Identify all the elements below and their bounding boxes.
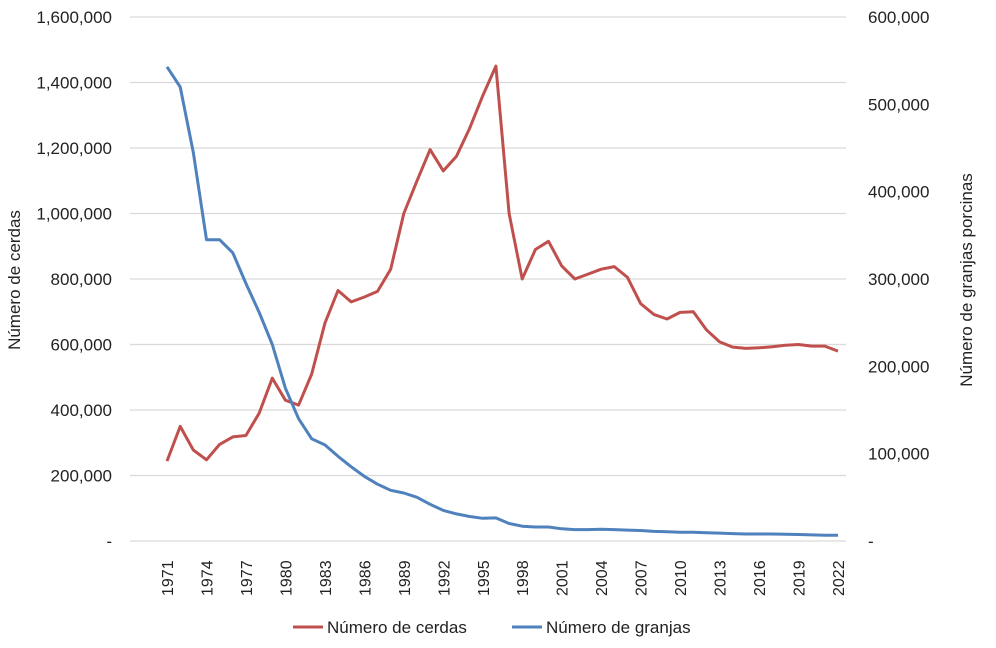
y2-tick-label: 100,000 (868, 445, 929, 464)
right-axis-label: Número de granjas porcinas (957, 173, 976, 387)
x-tick-label: 2001 (555, 560, 572, 596)
series-lines (165, 64, 839, 537)
x-axis-ticks: 1971 1974 1977 1980 1983 1986 1989 1992 1995 1998… (160, 560, 848, 596)
x-tick-label: 2019 (792, 560, 809, 596)
x-tick-label: 1998 (515, 560, 532, 596)
series-line-granjas (165, 65, 838, 537)
legend-label: Número de granjas (546, 618, 691, 637)
y-tick-label: - (106, 532, 112, 551)
y-tick-label: 200,000 (51, 467, 112, 486)
gridlines (130, 16, 846, 542)
y2-tick-label: 400,000 (868, 183, 929, 202)
x-tick-label: 1971 (160, 560, 177, 596)
x-tick-label: 1986 (357, 560, 374, 596)
y2-tick-label: 200,000 (868, 357, 929, 376)
right-axis-ticks: - 100,000 200,000 300,000 400,000 500,000 600,… (868, 8, 929, 551)
x-tick-label: 1989 (397, 560, 414, 596)
x-tick-label: 2004 (594, 560, 611, 596)
x-tick-label: 2007 (634, 560, 651, 596)
y-tick-label: 800,000 (51, 270, 112, 289)
y-tick-label: 400,000 (51, 401, 112, 420)
legend-label: Número de cerdas (327, 618, 467, 637)
x-tick-label: 1995 (476, 560, 493, 596)
y2-tick-label: 600,000 (868, 8, 929, 27)
x-tick-label: 1980 (278, 560, 295, 596)
x-tick-label: 2013 (713, 560, 730, 596)
x-tick-label: 1974 (199, 560, 216, 596)
x-tick-label: 1992 (436, 560, 453, 596)
series-line-cerdas (165, 64, 839, 462)
y-tick-label: 1,600,000 (36, 8, 112, 27)
y-tick-label: 1,000,000 (36, 205, 112, 224)
left-axis-ticks: - 200,000 400,000 600,000 800,000 1,000,000 1,… (36, 8, 112, 551)
y-tick-label: 1,200,000 (36, 139, 112, 158)
y-tick-label: 1,400,000 (36, 74, 112, 93)
x-tick-label: 1983 (318, 560, 335, 596)
legend: Número de cerdas Número de granjas (293, 618, 691, 637)
y2-tick-label: 500,000 (868, 95, 929, 114)
x-tick-label: 2010 (673, 560, 690, 596)
x-tick-label: 2016 (752, 560, 769, 596)
y-tick-label: 600,000 (51, 336, 112, 355)
x-tick-label: 1977 (239, 560, 256, 596)
x-tick-label: 2022 (831, 560, 848, 596)
y2-tick-label: - (868, 532, 874, 551)
left-axis-label: Número de cerdas (5, 210, 24, 350)
y2-tick-label: 300,000 (868, 270, 929, 289)
